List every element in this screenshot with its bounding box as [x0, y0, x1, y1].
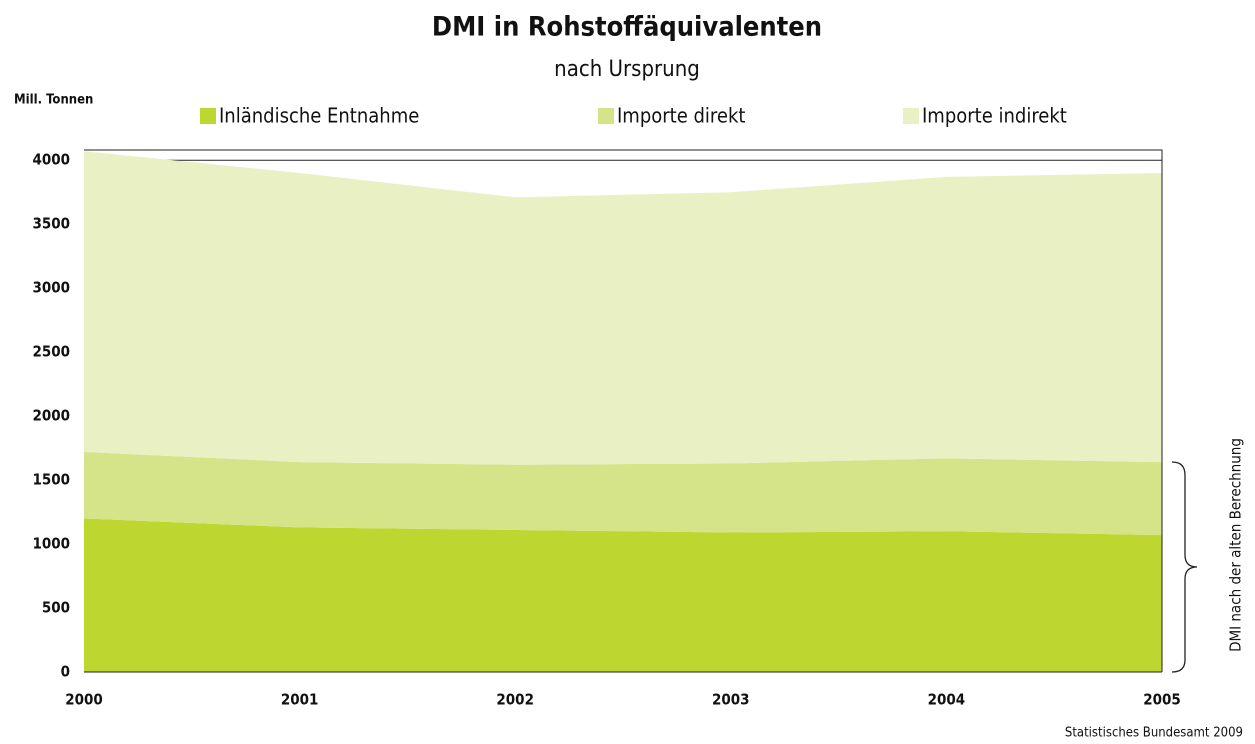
- y-tick-label: 0: [61, 663, 70, 681]
- brace: [1171, 461, 1198, 673]
- y-tick-label: 500: [42, 599, 70, 617]
- x-tick-label: 2004: [928, 691, 966, 709]
- x-tick-label: 2003: [712, 691, 750, 709]
- chart-title: DMI in Rohstoffäquivalenten: [432, 12, 822, 43]
- area: [84, 518, 1162, 672]
- x-tick-label: 2000: [65, 691, 103, 709]
- y-tick-label: 2500: [32, 343, 70, 361]
- legend-label: Importe direkt: [617, 104, 745, 128]
- y-tick-label: 3000: [32, 279, 70, 297]
- legend-swatch: [903, 108, 919, 124]
- legend-label: Importe indirekt: [922, 104, 1067, 128]
- annotation: DMI nach der alten Berechnung: [1227, 438, 1245, 652]
- legend-swatch: [598, 108, 614, 124]
- x-tick-label: 2002: [496, 691, 534, 709]
- legend-swatch: [200, 108, 216, 124]
- area: [84, 451, 1162, 536]
- x-tick-label: 2001: [281, 691, 319, 709]
- y-tick-label: 4000: [32, 151, 70, 169]
- y-tick-label: 1000: [32, 535, 70, 553]
- area: [84, 151, 1162, 465]
- source: Statistisches Bundesamt 2009: [1065, 726, 1243, 741]
- y-tick-label: 2000: [32, 407, 70, 425]
- y-axis-label: Mill. Tonnen: [14, 93, 93, 108]
- x-tick-label: 2005: [1143, 691, 1181, 709]
- plot-frame: [84, 149, 1163, 672]
- chart-subtitle: nach Ursprung: [554, 57, 700, 82]
- legend-label: Inländische Entnahme: [219, 104, 419, 128]
- y-tick-label: 1500: [32, 471, 70, 489]
- y-tick-label: 3500: [32, 215, 70, 233]
